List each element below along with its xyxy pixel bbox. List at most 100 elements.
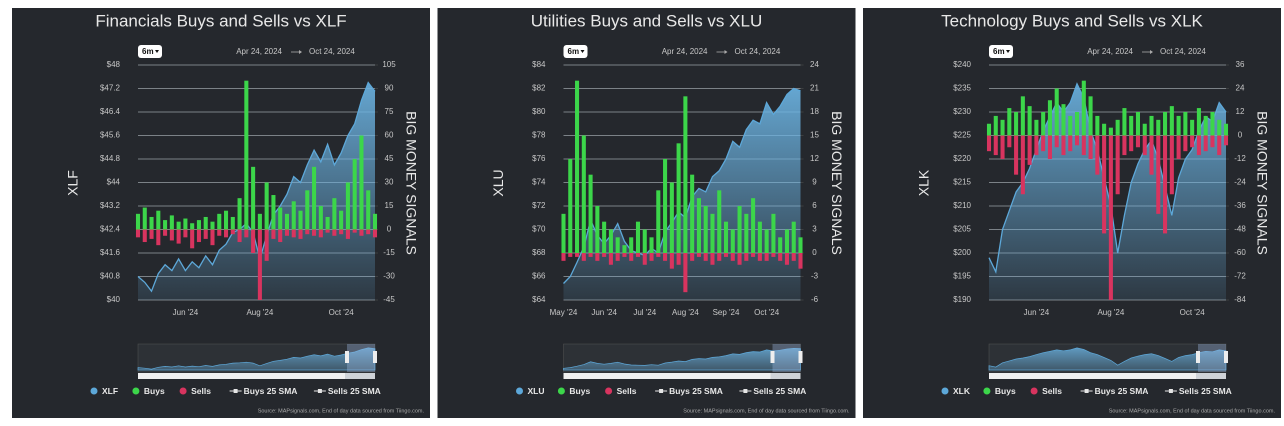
navigator-handle[interactable] bbox=[1196, 351, 1200, 363]
signal-bar bbox=[359, 229, 364, 236]
y2-tick-label: -24 bbox=[1234, 178, 1246, 187]
signal-bar bbox=[1068, 135, 1073, 152]
navigator-handle[interactable] bbox=[345, 351, 349, 363]
navigator-handle[interactable] bbox=[1224, 351, 1228, 363]
y2-tick-label: 0 bbox=[812, 248, 817, 257]
signal-bar bbox=[1027, 135, 1032, 165]
range-button[interactable] bbox=[138, 45, 162, 58]
signal-bar bbox=[1129, 135, 1134, 152]
legend-label[interactable]: Sells bbox=[191, 386, 211, 396]
signal-bar bbox=[568, 159, 573, 253]
y-tick-label: $205 bbox=[953, 225, 971, 234]
chart-panel: Technology Buys and Sells vs XLK 6m Apr 24… bbox=[863, 8, 1281, 418]
legend-label[interactable]: Buys 25 SMA bbox=[244, 386, 298, 396]
scrollbar-thumb[interactable] bbox=[345, 373, 375, 379]
legend-label[interactable]: Sells 25 SMA bbox=[753, 386, 806, 396]
signal-bar bbox=[669, 182, 674, 253]
signal-bar bbox=[602, 221, 607, 253]
signal-bar bbox=[703, 206, 708, 253]
range-button-label: 6m bbox=[142, 47, 154, 56]
signal-bar bbox=[690, 253, 695, 261]
legend-label[interactable]: Sells 25 SMA bbox=[328, 386, 381, 396]
y-axis-title: XLU bbox=[490, 169, 506, 196]
legend-symbol bbox=[1168, 389, 1173, 393]
signal-bar bbox=[156, 229, 161, 246]
date-arrow-head bbox=[724, 50, 728, 54]
y-tick-label: $82 bbox=[532, 84, 546, 93]
signal-bar bbox=[798, 237, 803, 253]
signal-bar bbox=[257, 213, 262, 230]
legend-symbol bbox=[90, 387, 98, 395]
y-tick-label: $45.6 bbox=[100, 131, 121, 140]
legend-label[interactable]: XLK bbox=[953, 386, 971, 396]
signal-bar bbox=[757, 221, 762, 253]
scrollbar-thumb[interactable] bbox=[770, 373, 801, 379]
y2-tick-label: 60 bbox=[385, 131, 394, 140]
range-button[interactable] bbox=[563, 45, 588, 58]
y-tick-label: $44.8 bbox=[100, 154, 121, 163]
y2-tick-label: 6 bbox=[812, 201, 817, 210]
signal-bar bbox=[798, 253, 803, 269]
signal-bar bbox=[1176, 135, 1181, 159]
y-tick-label: $68 bbox=[532, 248, 546, 257]
signal-bar bbox=[629, 253, 634, 261]
legend-label[interactable]: Sells bbox=[1042, 386, 1062, 396]
signal-bar bbox=[345, 182, 350, 230]
y-tick-label: $46.4 bbox=[100, 107, 121, 116]
signal-bar bbox=[257, 229, 262, 300]
signal-bar bbox=[1156, 119, 1161, 136]
y2-tick-label: -30 bbox=[383, 272, 395, 281]
range-button-label: 6m bbox=[993, 47, 1005, 56]
signal-bar bbox=[1142, 123, 1147, 136]
signal-bar bbox=[561, 253, 566, 261]
legend-label[interactable]: Sells 25 SMA bbox=[1179, 386, 1232, 396]
signal-bar bbox=[1122, 108, 1127, 136]
y2-tick-label: 30 bbox=[385, 178, 394, 187]
navigator-handle[interactable] bbox=[770, 351, 775, 363]
price-line bbox=[137, 81, 376, 293]
signal-bar bbox=[784, 253, 789, 265]
legend-symbol bbox=[605, 387, 613, 395]
signal-bar bbox=[332, 198, 337, 230]
y-tick-label: $40.8 bbox=[100, 272, 121, 281]
signal-bar bbox=[325, 216, 330, 230]
legend-symbol bbox=[233, 389, 238, 393]
legend-symbol bbox=[132, 387, 140, 395]
navigator-handle[interactable] bbox=[373, 351, 377, 363]
signal-bar bbox=[352, 159, 357, 230]
x-tick-label: Jul '24 bbox=[633, 308, 656, 317]
legend-label[interactable]: Buys bbox=[995, 386, 1016, 396]
legend-label[interactable]: Buys 25 SMA bbox=[1095, 386, 1149, 396]
signal-bar bbox=[1014, 135, 1019, 175]
signal-bar bbox=[993, 115, 998, 136]
signal-bar bbox=[271, 229, 276, 239]
chart-title: Technology Buys and Sells vs XLK bbox=[941, 11, 1203, 30]
legend-label[interactable]: XLU bbox=[528, 386, 545, 396]
signal-bar bbox=[237, 198, 242, 230]
signal-bar bbox=[284, 229, 290, 236]
legend-label[interactable]: XLF bbox=[102, 386, 118, 396]
signal-bar bbox=[1122, 135, 1127, 156]
legend-label[interactable]: Sells bbox=[617, 386, 637, 396]
y2-axis-title: BIG MONEY SIGNALS bbox=[1254, 111, 1270, 255]
legend-label[interactable]: Buys bbox=[569, 386, 590, 396]
signal-bar bbox=[676, 253, 681, 265]
signal-bar bbox=[561, 213, 566, 253]
signal-bar bbox=[581, 135, 586, 253]
signal-bar bbox=[771, 213, 776, 253]
legend-label[interactable]: Buys 25 SMA bbox=[669, 386, 723, 396]
signal-bar bbox=[1149, 115, 1154, 136]
navigator-handle[interactable] bbox=[798, 351, 803, 363]
signal-bar bbox=[1196, 108, 1201, 136]
y-tick-label: $41.6 bbox=[100, 248, 121, 257]
signal-bar bbox=[622, 253, 627, 257]
legend-label[interactable]: Buys bbox=[144, 386, 165, 396]
signal-bar bbox=[1088, 135, 1093, 159]
range-button[interactable] bbox=[989, 45, 1013, 58]
y2-tick-label: -45 bbox=[383, 295, 395, 304]
y2-tick-label: -48 bbox=[1234, 225, 1246, 234]
signal-bar bbox=[1047, 135, 1052, 159]
scrollbar-thumb[interactable] bbox=[1196, 373, 1226, 379]
signal-bar bbox=[1068, 115, 1073, 136]
signal-bar bbox=[163, 229, 168, 236]
